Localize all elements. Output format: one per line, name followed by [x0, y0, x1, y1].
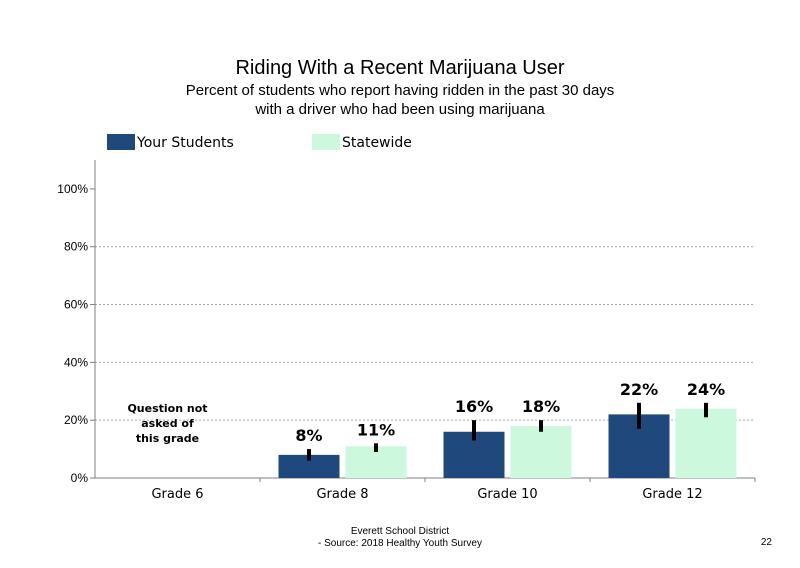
- chart-subtitle-line-2: with a driver who had been using marijua…: [255, 101, 545, 118]
- y-tick-label: 40%: [64, 355, 88, 369]
- bar-statewide: [510, 425, 572, 478]
- x-tick-label: Grade 6: [151, 487, 203, 502]
- footer-district: Everett School District: [350, 526, 450, 537]
- bar-statewide: [675, 408, 737, 478]
- legend-swatch-your-students: [107, 134, 135, 150]
- y-tick-label: 20%: [64, 413, 88, 427]
- page-number: 22: [760, 537, 772, 548]
- y-tick-label: 80%: [64, 240, 88, 254]
- x-tick-label: Grade 12: [642, 487, 702, 502]
- not-asked-note: this grade: [136, 432, 199, 445]
- legend-label-your-students: Your Students: [136, 135, 234, 151]
- data-label: 22%: [620, 380, 658, 399]
- chart-subtitle-line-1: Percent of students who report having ri…: [185, 82, 615, 99]
- x-tick-label: Grade 10: [477, 487, 537, 502]
- x-tick-label: Grade 8: [316, 487, 368, 502]
- data-label: 18%: [522, 397, 560, 416]
- y-tick-label: 100%: [57, 182, 88, 196]
- data-label: 11%: [357, 420, 395, 439]
- y-tick-label: 0%: [71, 471, 89, 485]
- legend-label-statewide: Statewide: [342, 135, 412, 151]
- legend-swatch-statewide: [312, 134, 340, 150]
- not-asked-note: asked of: [141, 417, 194, 430]
- data-label: 24%: [687, 380, 725, 399]
- footer-source: - Source: 2018 Healthy Youth Survey: [318, 538, 482, 549]
- data-label: 16%: [455, 397, 493, 416]
- chart-title: Riding With a Recent Marijuana User: [235, 57, 565, 79]
- y-tick-label: 60%: [64, 298, 88, 312]
- not-asked-note: Question not: [127, 402, 207, 415]
- bar-your-students: [278, 454, 340, 478]
- data-label: 8%: [295, 426, 322, 445]
